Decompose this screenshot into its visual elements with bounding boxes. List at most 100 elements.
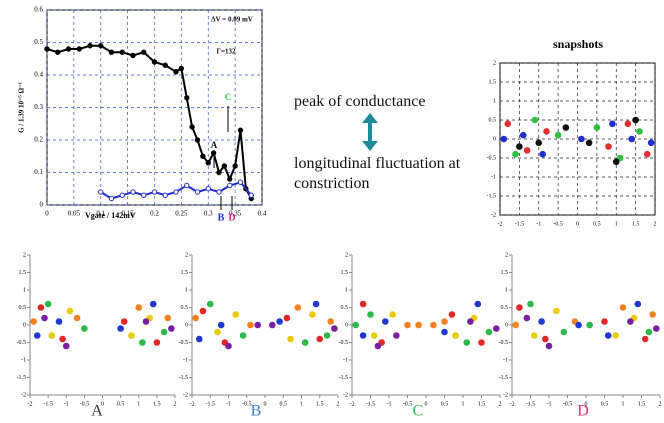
data-point <box>612 332 619 339</box>
data-point <box>41 314 48 322</box>
data-point <box>62 342 70 350</box>
data-point <box>108 49 115 55</box>
x-tick-label: 1 <box>300 401 303 407</box>
data-point <box>55 318 63 325</box>
data-point <box>448 311 456 318</box>
data-point <box>404 321 411 329</box>
y-tick-label: -0.5 <box>17 340 27 346</box>
data-point <box>206 300 214 308</box>
x-tick-label: 0 <box>425 401 428 407</box>
annotation: B <box>218 212 225 223</box>
data-point <box>227 176 233 182</box>
y-tick-label: 2 <box>185 252 188 258</box>
y-tick-label: -1.5 <box>499 375 509 381</box>
data-point <box>527 300 534 308</box>
data-point <box>632 116 639 124</box>
x-tick-label: -0.5 <box>553 221 563 227</box>
x-tick-label: -1.5 <box>206 401 216 407</box>
x-tick-label: -1.5 <box>515 221 525 227</box>
y-tick-label: 1.5 <box>19 270 27 276</box>
data-point <box>283 314 291 322</box>
data-point <box>619 304 627 311</box>
data-point <box>33 332 41 339</box>
y-tick-label: 1 <box>505 287 508 293</box>
x-tick-label: 0.5 <box>441 401 449 407</box>
data-point <box>523 147 531 154</box>
data-point <box>162 192 168 198</box>
data-point <box>200 153 206 159</box>
x-tick-label: -1 <box>547 401 552 407</box>
y-tick-label: 1 <box>23 287 26 293</box>
data-point <box>216 189 222 195</box>
data-point <box>117 325 124 332</box>
data-point <box>98 43 104 49</box>
data-point <box>151 59 158 65</box>
data-point <box>214 328 221 336</box>
data-point <box>430 321 437 329</box>
x-tick-label: 0.5 <box>601 401 609 407</box>
data-point <box>164 314 172 322</box>
x-tick-label: 0.25 <box>175 210 188 218</box>
data-point <box>87 43 93 49</box>
y-tick-label: -2 <box>21 392 26 398</box>
data-point <box>560 328 568 336</box>
x-tick-label: -0.5 <box>80 401 90 407</box>
data-point <box>578 135 585 143</box>
data-point <box>627 318 634 325</box>
data-point <box>248 192 254 198</box>
data-point <box>370 332 378 339</box>
y-tick-label: -1 <box>21 357 26 363</box>
data-point <box>153 339 161 346</box>
data-point <box>81 325 88 332</box>
data-point <box>141 49 147 55</box>
y-tick-label: -1.5 <box>179 375 189 381</box>
data-point <box>128 332 135 339</box>
x-tick-label: -2 <box>190 401 195 407</box>
x-tick-label: 1.5 <box>632 221 640 227</box>
data-point <box>542 335 549 343</box>
data-point <box>624 120 632 128</box>
data-point <box>98 189 104 195</box>
data-point <box>374 342 382 350</box>
y-tick-label: 0 <box>345 322 348 328</box>
data-point <box>184 182 190 189</box>
data-point <box>119 192 125 198</box>
data-point <box>531 116 539 124</box>
data-point <box>543 128 550 135</box>
y-tick-label: 1 <box>493 98 496 104</box>
x-tick-label: 0.5 <box>593 221 601 227</box>
x-tick-label: -1.5 <box>366 401 376 407</box>
y-tick-label: 0 <box>505 322 508 328</box>
x-tick-label: 0.35 <box>229 210 242 218</box>
y-tick-label: 0 <box>40 201 44 209</box>
data-point <box>512 321 519 329</box>
x-tick-label: -0.5 <box>242 401 252 407</box>
data-point <box>538 318 545 325</box>
data-point <box>441 328 448 336</box>
data-point <box>276 318 283 325</box>
data-point <box>135 304 143 311</box>
data-point <box>119 49 125 55</box>
data-point <box>254 321 261 329</box>
data-point <box>59 335 66 343</box>
data-point <box>645 328 653 336</box>
x-tick-label: -2 <box>498 221 503 227</box>
y-tick-label: -1.5 <box>339 375 349 381</box>
data-point <box>239 332 247 339</box>
data-point <box>612 158 620 166</box>
double-arrow <box>362 113 378 151</box>
y-tick-label: -2 <box>491 212 496 218</box>
chart-title: C <box>413 403 424 420</box>
x-tick-label: 2 <box>659 401 662 407</box>
annotation: ΔV = 0.09 mV <box>211 16 253 24</box>
x-tick-label: -1.5 <box>43 401 53 407</box>
x-tick-label: -1 <box>64 401 69 407</box>
chart-title: A <box>91 403 103 420</box>
y-tick-label: -0.5 <box>487 155 497 161</box>
x-tick-label: -2 <box>350 401 355 407</box>
data-point <box>130 52 136 59</box>
data-point <box>586 321 593 329</box>
data-point <box>352 321 360 329</box>
data-point <box>467 318 474 325</box>
